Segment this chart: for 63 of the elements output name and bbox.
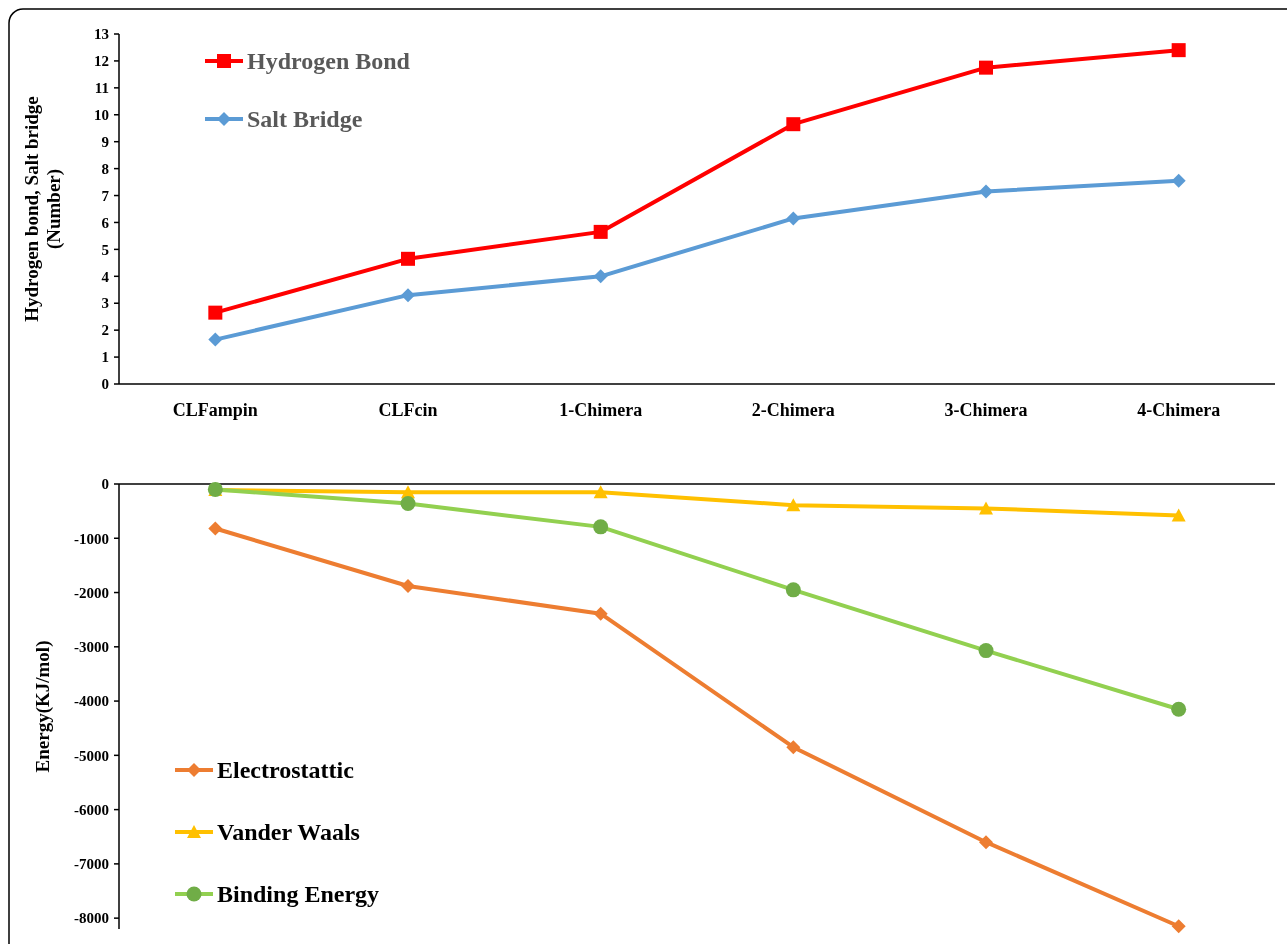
point xyxy=(401,251,415,266)
point xyxy=(1171,701,1187,717)
point xyxy=(208,332,223,347)
point xyxy=(786,740,801,755)
point xyxy=(979,60,993,75)
y-tick-label: 12 xyxy=(94,53,109,70)
legend-label: Vander Waals xyxy=(217,819,360,846)
point xyxy=(785,582,801,598)
point xyxy=(208,521,223,536)
point xyxy=(979,184,993,199)
y-tick-label: 6 xyxy=(101,214,110,231)
y-tick-label: 8 xyxy=(101,160,109,177)
legend-label: Hydrogen Bond xyxy=(247,48,411,75)
y-tick-label: 13 xyxy=(94,26,109,43)
y-tick-label: -2000 xyxy=(74,584,109,601)
point xyxy=(979,835,993,850)
y-tick-label: 4 xyxy=(101,268,110,285)
point xyxy=(1171,43,1186,58)
point xyxy=(786,211,801,226)
point xyxy=(593,519,609,535)
x-tick-label: 4-Chimera xyxy=(1137,400,1221,420)
y-tick-label: -7000 xyxy=(74,856,109,873)
y-tick-label: 9 xyxy=(101,133,109,150)
y-axis-title: Hydrogen bond, Salt bridge (Number) xyxy=(21,96,65,322)
y-tick-label: -5000 xyxy=(74,747,109,764)
legend-label: Salt Bridge xyxy=(247,106,363,133)
x-tick-label: CLFampin xyxy=(172,400,258,420)
point xyxy=(978,643,994,659)
y-tick-label: -6000 xyxy=(74,801,109,818)
point xyxy=(401,288,415,303)
y-tick-label: 1 xyxy=(101,349,109,366)
y-tick-label: 2 xyxy=(101,322,109,339)
point xyxy=(400,496,416,512)
y-axis-title: Energy(KJ/mol) xyxy=(32,640,54,773)
y-tick-label: 3 xyxy=(101,295,109,312)
point xyxy=(979,501,993,515)
point xyxy=(593,224,608,239)
y-tick-label: -8000 xyxy=(74,910,109,927)
point xyxy=(1171,919,1186,934)
y-tick-label: -1000 xyxy=(74,530,109,547)
y-tick-label: 5 xyxy=(101,241,109,258)
point xyxy=(593,485,608,499)
y-tick-label: -3000 xyxy=(74,639,109,656)
legend-label: Electrostattic xyxy=(217,757,355,784)
point xyxy=(1171,173,1186,188)
x-tick-label: CLFcin xyxy=(378,400,438,420)
y-tick-label: 11 xyxy=(94,80,109,97)
x-tick-label: 3-Chimera xyxy=(944,400,1028,420)
point xyxy=(786,498,801,512)
y-tick-label: 10 xyxy=(94,107,109,124)
y-tick-label: -4000 xyxy=(74,693,109,710)
point xyxy=(593,606,608,621)
point xyxy=(786,117,801,132)
x-tick-label: 1-Chimera xyxy=(559,400,643,420)
y-tick-label: 0 xyxy=(101,376,109,393)
y-tick-label: 7 xyxy=(101,187,110,204)
y-tick-label: 0 xyxy=(101,476,109,493)
point xyxy=(1171,508,1186,522)
legend-label: Binding Energy xyxy=(217,881,380,908)
x-tick-label: 2-Chimera xyxy=(751,400,835,420)
point xyxy=(208,305,223,320)
point xyxy=(593,269,608,284)
point xyxy=(401,579,415,594)
